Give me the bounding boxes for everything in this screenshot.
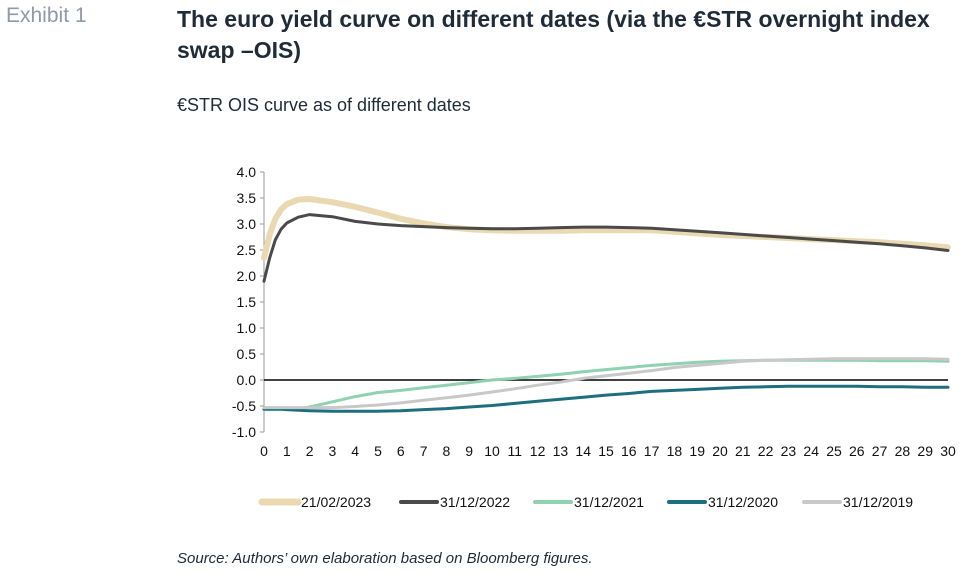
x-tick-label: 25 — [826, 443, 842, 459]
x-tick-label: 3 — [329, 443, 337, 459]
x-tick-label: 7 — [420, 443, 428, 459]
y-tick-label: 0.0 — [237, 372, 257, 388]
x-tick-label: 13 — [553, 443, 569, 459]
x-tick-label: 30 — [940, 443, 956, 459]
x-tick-label: 6 — [397, 443, 405, 459]
x-tick-label: 29 — [917, 443, 933, 459]
x-tick-label: 5 — [374, 443, 382, 459]
x-tick-label: 9 — [465, 443, 473, 459]
x-tick-label: 15 — [598, 443, 614, 459]
y-tick-label: 0.5 — [237, 346, 257, 362]
x-tick-label: 19 — [689, 443, 705, 459]
x-tick-label: 23 — [781, 443, 797, 459]
x-tick-label: 22 — [758, 443, 774, 459]
y-tick-label: 1.0 — [237, 320, 257, 336]
x-tick-label: 8 — [443, 443, 451, 459]
legend-label: 31/12/2020 — [708, 494, 778, 510]
series-line-31-12-2020 — [262, 384, 950, 413]
x-tick-label: 20 — [712, 443, 728, 459]
x-tick-label: 28 — [895, 443, 911, 459]
y-tick-label: 2.5 — [237, 242, 257, 258]
x-tick-label: 12 — [530, 443, 546, 459]
x-tick-label: 18 — [667, 443, 683, 459]
x-tick-label: 4 — [351, 443, 359, 459]
x-tick-label: 11 — [508, 443, 523, 459]
y-tick-label: 2.0 — [237, 268, 257, 284]
chart-series — [261, 196, 951, 413]
chart-title: The euro yield curve on different dates … — [177, 6, 930, 63]
y-tick-label: 3.0 — [237, 216, 257, 232]
y-tick-label: 1.5 — [237, 294, 257, 310]
y-tick-label: -0.5 — [232, 398, 256, 414]
legend-label: 31/12/2019 — [843, 494, 913, 510]
chart-subtitle: €STR OIS curve as of different dates — [177, 95, 471, 115]
legend-label: 31/12/2021 — [574, 494, 644, 510]
legend-label: 21/02/2023 — [301, 494, 371, 510]
y-tick-label: -1.0 — [232, 424, 256, 440]
y-tick-label: 3.5 — [237, 190, 257, 206]
x-tick-label: 27 — [872, 443, 888, 459]
x-tick-label: 1 — [283, 443, 291, 459]
x-tick-label: 2 — [306, 443, 314, 459]
x-tick-label: 0 — [260, 443, 268, 459]
x-tick-label: 24 — [803, 443, 819, 459]
x-tick-label: 14 — [575, 443, 591, 459]
legend-label: 31/12/2022 — [440, 494, 510, 510]
x-tick-label: 26 — [849, 443, 865, 459]
chart-legend: 21/02/2023 31/12/2022 31/12/2021 31/12/2020… — [258, 494, 913, 510]
exhibit-label: Exhibit 1 — [6, 4, 87, 27]
series-line-31-12-2019 — [262, 357, 950, 410]
x-tick-label: 21 — [735, 443, 751, 459]
y-tick-label: 4.0 — [237, 164, 257, 180]
x-tick-label: 16 — [621, 443, 637, 459]
x-tick-label: 10 — [484, 443, 500, 459]
source-note: Source: Authors’ own elaboration based o… — [177, 550, 593, 567]
x-tick-label: 17 — [644, 443, 660, 459]
chart-axes: 4.03.53.02.52.01.51.00.50.0-0.5-1.00 1 2 3 4… — [232, 164, 956, 459]
series-line-31-12-2022 — [262, 213, 950, 283]
